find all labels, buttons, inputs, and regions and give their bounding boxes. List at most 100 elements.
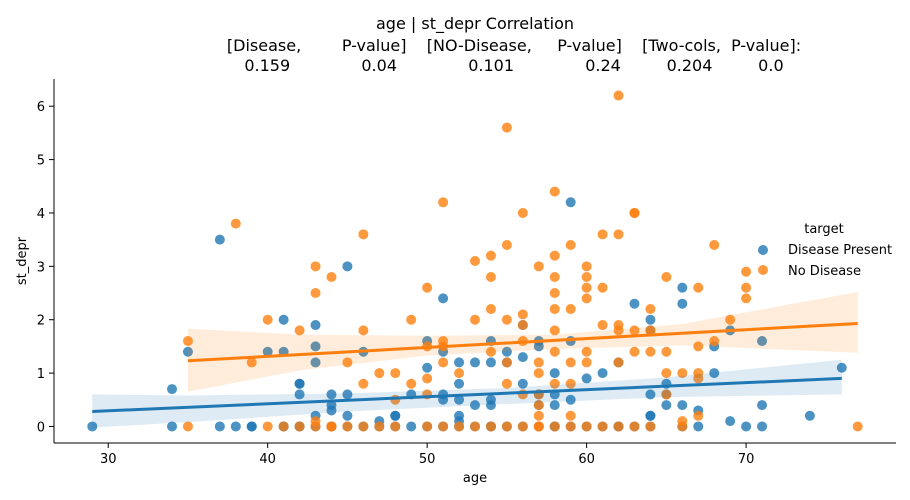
data-point-no-disease — [262, 421, 273, 432]
data-point-no-disease — [470, 256, 480, 266]
data-point-no-disease — [230, 218, 241, 229]
data-point-no-disease — [741, 293, 752, 304]
data-point-disease-present — [470, 400, 480, 411]
data-point-disease-present — [310, 320, 321, 331]
x-tick-label: 40 — [259, 452, 276, 467]
data-point-no-disease — [454, 421, 465, 432]
data-point-no-disease — [597, 282, 608, 293]
data-point-disease-present — [485, 400, 496, 411]
data-point-disease-present — [501, 346, 512, 357]
data-point-no-disease — [661, 272, 672, 283]
data-point-no-disease — [374, 421, 385, 432]
data-point-no-disease — [645, 346, 656, 357]
legend-marker-disease-present — [758, 245, 768, 255]
data-point-disease-present — [214, 421, 225, 432]
data-point-disease-present — [326, 389, 337, 400]
data-point-no-disease — [565, 378, 576, 389]
data-point-disease-present — [597, 368, 608, 379]
legend-marker-no-disease — [758, 265, 768, 275]
data-point-no-disease — [533, 368, 544, 379]
data-point-no-disease — [581, 272, 592, 283]
data-point-no-disease — [597, 320, 608, 331]
data-point-no-disease — [533, 421, 544, 432]
data-point-no-disease — [438, 357, 449, 368]
data-point-no-disease — [406, 378, 417, 389]
data-point-no-disease — [501, 378, 512, 389]
data-point-disease-present — [342, 261, 353, 272]
data-point-no-disease — [310, 421, 321, 432]
data-point-no-disease — [406, 314, 417, 325]
data-point-disease-present — [836, 362, 847, 373]
data-point-no-disease — [278, 421, 289, 432]
data-point-disease-present — [310, 341, 321, 352]
data-point-no-disease — [645, 304, 656, 315]
data-point-no-disease — [485, 304, 496, 315]
data-point-no-disease — [565, 239, 576, 250]
data-point-no-disease — [549, 250, 560, 261]
data-point-no-disease — [358, 325, 369, 336]
axes — [53, 79, 896, 444]
data-point-disease-present — [485, 357, 496, 368]
data-point-no-disease — [693, 282, 704, 293]
legend-title: target — [804, 222, 844, 237]
data-point-no-disease — [565, 410, 576, 421]
data-point-disease-present — [565, 197, 576, 208]
data-point-no-disease — [485, 346, 496, 357]
data-point-no-disease — [725, 314, 736, 325]
data-point-disease-present — [230, 421, 241, 432]
data-point-no-disease — [645, 421, 656, 432]
data-point-no-disease — [294, 325, 305, 336]
data-point-no-disease — [693, 373, 704, 384]
data-point-no-disease — [645, 325, 656, 336]
data-point-no-disease — [533, 261, 544, 272]
data-point-no-disease — [613, 357, 624, 368]
data-point-no-disease — [549, 272, 560, 283]
data-point-no-disease — [182, 336, 193, 347]
data-point-no-disease — [581, 282, 592, 293]
data-point-no-disease — [565, 357, 576, 368]
data-point-disease-present — [214, 234, 225, 245]
data-point-no-disease — [581, 357, 592, 368]
y-tick-label: 0 — [37, 420, 45, 435]
data-point-disease-present — [246, 421, 257, 432]
y-tick-label: 5 — [37, 154, 45, 169]
data-point-disease-present — [326, 405, 337, 416]
y-tick-label: 6 — [37, 100, 45, 115]
y-axis-label: st_depr — [15, 236, 30, 285]
data-point-no-disease — [709, 336, 720, 347]
data-point-no-disease — [693, 341, 704, 352]
data-point-disease-present — [262, 346, 273, 357]
x-tick-label: 50 — [419, 452, 436, 467]
data-point-no-disease — [852, 421, 863, 432]
data-point-no-disease — [661, 389, 672, 400]
data-point-no-disease — [613, 90, 624, 101]
data-point-disease-present — [741, 421, 752, 432]
data-point-no-disease — [326, 272, 337, 283]
legend-label-no-disease: No Disease — [788, 264, 861, 279]
data-point-disease-present — [565, 394, 576, 405]
data-point-disease-present — [677, 282, 688, 293]
data-point-no-disease — [549, 325, 560, 336]
data-point-no-disease — [517, 309, 528, 320]
data-point-no-disease — [390, 421, 401, 432]
data-point-disease-present — [629, 298, 640, 309]
data-point-no-disease — [517, 207, 528, 218]
data-point-disease-present — [342, 410, 353, 421]
data-point-no-disease — [310, 288, 321, 299]
y-tick-label: 4 — [37, 207, 45, 222]
data-point-no-disease — [613, 325, 624, 336]
data-point-disease-present — [406, 421, 417, 432]
data-point-no-disease — [565, 304, 576, 315]
data-point-no-disease — [501, 421, 512, 432]
data-point-disease-present — [517, 378, 528, 389]
data-point-disease-present — [757, 421, 768, 432]
data-point-disease-present — [757, 336, 768, 347]
data-point-no-disease — [517, 421, 528, 432]
x-tick-label: 60 — [578, 452, 595, 467]
x-axis-label: age — [463, 471, 487, 486]
data-point-no-disease — [597, 229, 608, 240]
legend-label-disease-present: Disease Present — [788, 243, 892, 258]
data-point-no-disease — [390, 368, 401, 379]
data-point-disease-present — [645, 410, 656, 421]
data-point-no-disease — [422, 282, 433, 293]
